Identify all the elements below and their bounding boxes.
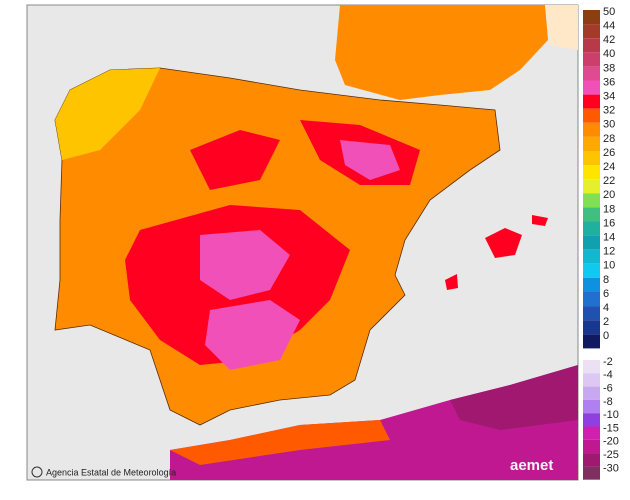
northwest-zone: [55, 68, 160, 160]
legend-label: 26: [603, 147, 615, 159]
legend-label: 0: [603, 330, 609, 342]
legend-swatch: [583, 320, 600, 335]
legend-swatch: [583, 10, 600, 25]
legend-label: 6: [603, 288, 609, 300]
legend-label: -8: [603, 396, 613, 408]
legend-swatch: [583, 38, 600, 53]
legend-swatch: [583, 108, 600, 123]
legend: 5044424038363432302826242220181614121086…: [583, 6, 619, 480]
menorca: [532, 215, 548, 226]
legend-label: 8: [603, 274, 609, 286]
legend-swatch: [583, 122, 600, 137]
ebro-very-hot: [340, 140, 400, 180]
legend-swatch: [583, 193, 600, 208]
legend-label: -20: [603, 436, 619, 448]
legend-swatch: [583, 453, 600, 467]
legend-label: 18: [603, 203, 615, 215]
legend-swatch: [583, 235, 600, 250]
legend-label: 32: [603, 105, 615, 117]
legend-label: 44: [603, 20, 615, 32]
legend-label: 22: [603, 175, 615, 187]
africa-coast: [170, 420, 390, 465]
legend-label: -15: [603, 422, 619, 434]
legend-swatch: [583, 426, 600, 440]
legend-swatch: [583, 165, 600, 180]
legend-label: 24: [603, 161, 615, 173]
ibiza: [445, 274, 458, 290]
legend-label: -6: [603, 383, 613, 395]
legend-swatch: [583, 360, 600, 374]
legend-label: 12: [603, 246, 615, 258]
legend-label: -30: [603, 462, 619, 474]
france-region: [335, 5, 548, 100]
legend-label: 2: [603, 316, 609, 328]
legend-swatch: [583, 373, 600, 387]
legend-label: 30: [603, 119, 615, 131]
legend-label: 16: [603, 217, 615, 229]
agency-name: Agencia Estatal de Meteorología: [46, 467, 176, 477]
africa-atlas: [450, 365, 578, 430]
legend-label: 42: [603, 34, 615, 46]
legend-swatch: [583, 306, 600, 321]
legend-swatch: [583, 439, 600, 454]
legend-swatch: [583, 66, 600, 81]
legend-label: -2: [603, 356, 613, 368]
legend-label: -4: [603, 369, 613, 381]
legend-label: 28: [603, 133, 615, 145]
legend-swatch: [583, 207, 600, 222]
legend-label: 34: [603, 91, 615, 103]
legend-swatch: [583, 277, 600, 292]
north-hot-zone: [190, 130, 280, 190]
legend-swatch: [583, 24, 600, 39]
copyright-icon: [31, 466, 43, 478]
legend-swatch: [583, 292, 600, 307]
legend-label: -25: [603, 449, 619, 461]
map: [54, 5, 578, 480]
legend-label: 20: [603, 189, 615, 201]
legend-label: 10: [603, 260, 615, 272]
legend-label: 4: [603, 302, 609, 314]
legend-label: 40: [603, 48, 615, 60]
footer: Agencia Estatal de Meteorología aemet: [31, 457, 553, 478]
legend-swatch: [583, 386, 600, 400]
legend-swatch: [583, 52, 600, 67]
legend-swatch: [583, 334, 600, 349]
legend-label: 50: [603, 6, 615, 18]
france-coast: [545, 5, 578, 50]
legend-swatch: [583, 80, 600, 95]
legend-label: 38: [603, 62, 615, 74]
legend-swatch: [583, 399, 600, 414]
legend-swatch: [583, 221, 600, 236]
legend-swatch: [583, 263, 600, 278]
south-very-hot: [205, 300, 300, 370]
legend-swatch: [583, 466, 600, 480]
legend-swatch: [583, 151, 600, 166]
legend-swatch: [583, 179, 600, 194]
legend-swatch: [583, 136, 600, 151]
legend-label: 36: [603, 76, 615, 88]
legend-swatch: [583, 249, 600, 264]
legend-label: -10: [603, 409, 619, 421]
legend-label: 14: [603, 232, 615, 244]
mallorca: [485, 228, 522, 258]
logo: aemet: [510, 457, 553, 474]
legend-swatch: [583, 413, 600, 427]
central-very-hot: [200, 230, 290, 300]
legend-swatch: [583, 94, 600, 109]
